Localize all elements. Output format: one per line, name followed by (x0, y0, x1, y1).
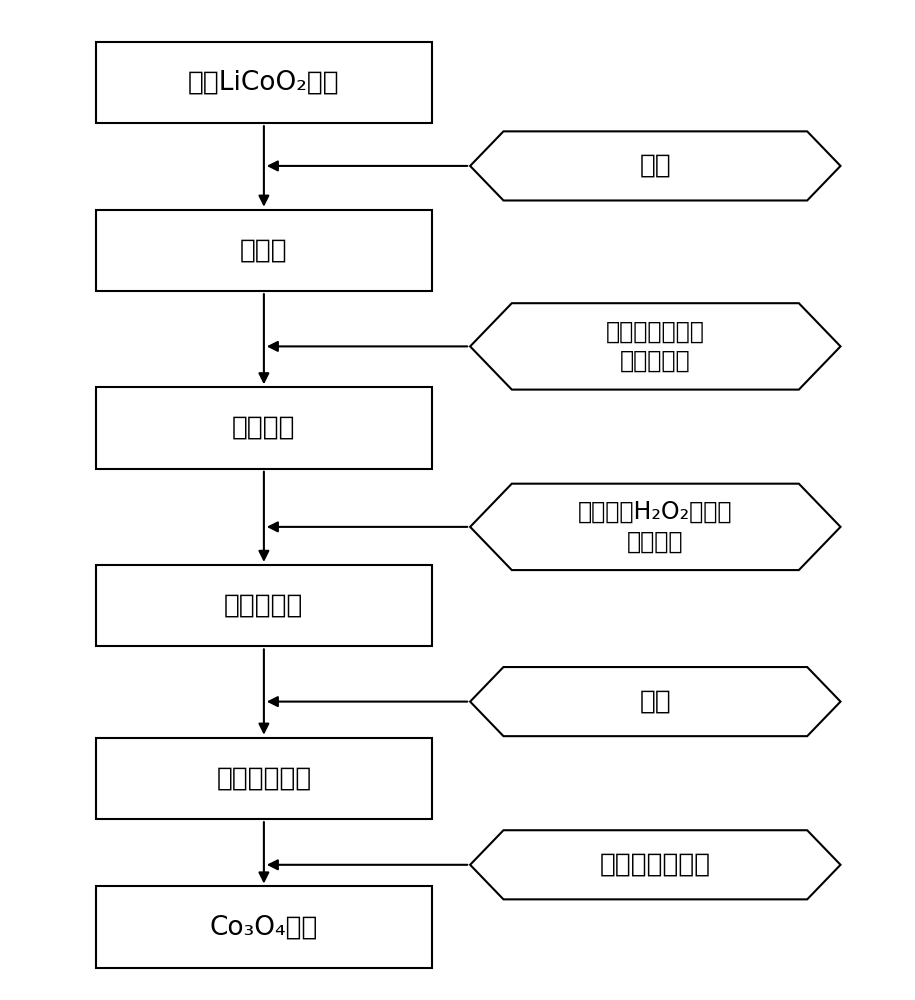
Bar (95, 886, 432, 968)
Text: 萃取: 萃取 (640, 689, 672, 715)
Bar (95, 565, 432, 646)
Text: Co₃O₄粉末: Co₃O₄粉末 (210, 914, 318, 940)
Bar (95, 42, 432, 123)
Polygon shape (470, 303, 841, 390)
Text: 含钴的滤液: 含钴的滤液 (224, 593, 304, 619)
Text: 有机酸和H₂O₂溶液反
应、过滤: 有机酸和H₂O₂溶液反 应、过滤 (578, 500, 733, 554)
Polygon shape (470, 131, 841, 200)
Text: 有机溶剂浸泡、
过滤、干燥: 有机溶剂浸泡、 过滤、干燥 (606, 320, 705, 373)
Bar (95, 387, 432, 469)
Text: 焙烧、脱酸处理: 焙烧、脱酸处理 (599, 852, 711, 878)
Text: 正极材料: 正极材料 (232, 415, 296, 441)
Bar (95, 210, 432, 291)
Text: 废旧LiCoO₂电池: 废旧LiCoO₂电池 (188, 69, 339, 95)
Polygon shape (470, 830, 841, 899)
Bar (95, 738, 432, 819)
Text: 拆解: 拆解 (640, 153, 672, 179)
Text: 正极片: 正极片 (240, 237, 287, 263)
Text: 钴离子络合物: 钴离子络合物 (216, 765, 311, 791)
Polygon shape (470, 667, 841, 736)
Polygon shape (470, 484, 841, 570)
